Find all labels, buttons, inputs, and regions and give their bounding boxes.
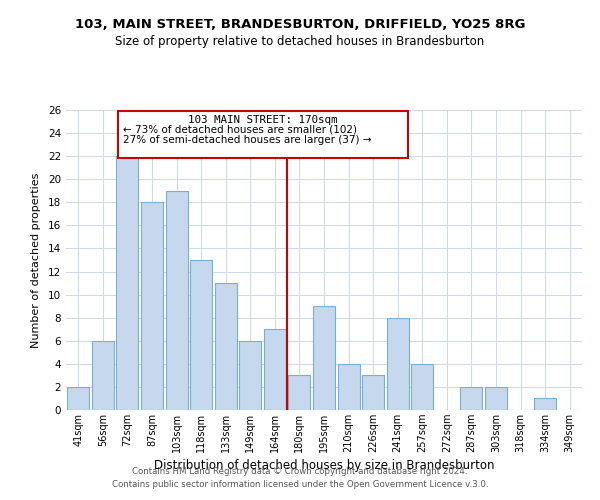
Bar	[118, 111, 407, 158]
Bar	[411, 364, 433, 410]
Text: Contains HM Land Registry data © Crown copyright and database right 2024.: Contains HM Land Registry data © Crown c…	[132, 467, 468, 476]
Bar	[116, 156, 139, 410]
Bar	[141, 202, 163, 410]
Bar	[239, 341, 262, 410]
Text: 103, MAIN STREET, BRANDESBURTON, DRIFFIELD, YO25 8RG: 103, MAIN STREET, BRANDESBURTON, DRIFFIE…	[75, 18, 525, 30]
Bar	[166, 191, 188, 410]
Bar	[386, 318, 409, 410]
Bar	[362, 376, 384, 410]
Text: Contains public sector information licensed under the Open Government Licence v.: Contains public sector information licen…	[112, 480, 488, 489]
Bar	[92, 341, 114, 410]
Bar	[67, 387, 89, 410]
Text: 27% of semi-detached houses are larger (37) →: 27% of semi-detached houses are larger (…	[122, 136, 371, 145]
Bar	[460, 387, 482, 410]
X-axis label: Distribution of detached houses by size in Brandesburton: Distribution of detached houses by size …	[154, 459, 494, 472]
Y-axis label: Number of detached properties: Number of detached properties	[31, 172, 41, 348]
Bar	[338, 364, 359, 410]
Bar	[289, 376, 310, 410]
Bar	[313, 306, 335, 410]
Text: 103 MAIN STREET: 170sqm: 103 MAIN STREET: 170sqm	[188, 114, 337, 124]
Bar	[264, 329, 286, 410]
Bar	[485, 387, 507, 410]
Text: ← 73% of detached houses are smaller (102): ← 73% of detached houses are smaller (10…	[122, 125, 356, 135]
Text: Size of property relative to detached houses in Brandesburton: Size of property relative to detached ho…	[115, 35, 485, 48]
Bar	[534, 398, 556, 410]
Bar	[190, 260, 212, 410]
Bar	[215, 283, 237, 410]
